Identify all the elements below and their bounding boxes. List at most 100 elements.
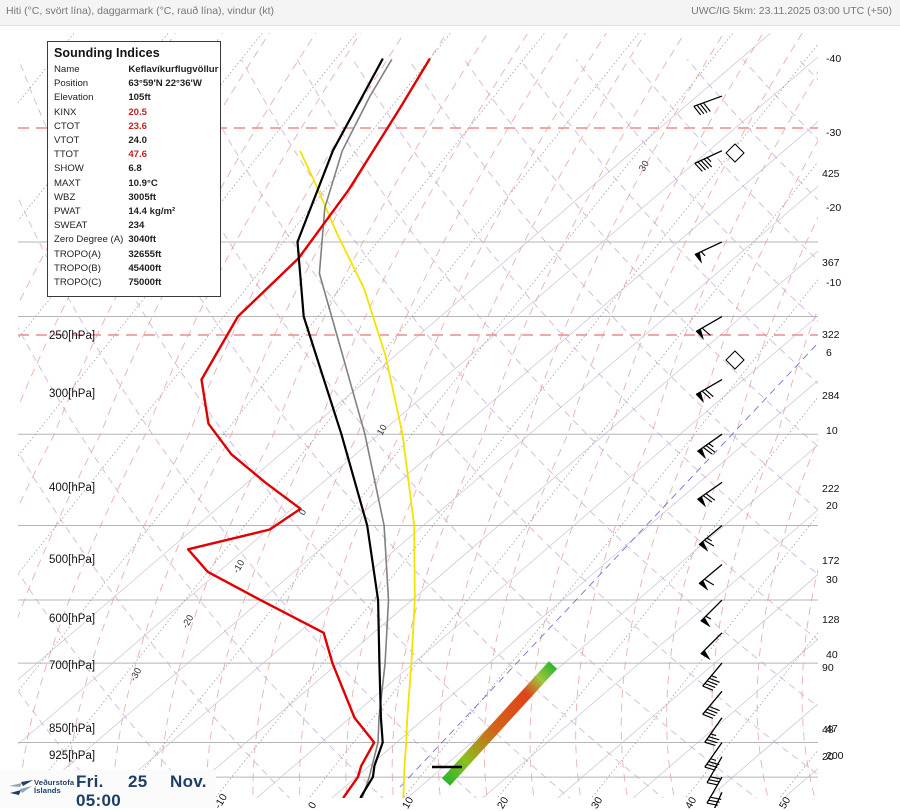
- indices-key: Zero Degree (A): [54, 233, 128, 247]
- indices-value: 3005ft: [128, 191, 218, 205]
- logo-arrows-icon: [8, 779, 34, 801]
- moist-adiabat-line: [757, 33, 900, 808]
- right-temperature-tick-label: 200: [826, 750, 844, 762]
- right-temperature-tick-label: 47: [826, 723, 838, 735]
- footer-banner: Veðurstofa Íslands Fri. 25 Nov. 05:00: [0, 770, 216, 808]
- indices-value: 75000ft: [128, 276, 218, 290]
- isotherm-line: [771, 33, 900, 808]
- isotherm-line: [865, 33, 900, 808]
- indices-value: 6.8: [128, 162, 218, 176]
- pressure-tick-label: 925[hPa]: [49, 750, 95, 762]
- wind-barb-full: [694, 105, 701, 116]
- dry-adiabat-line: [687, 59, 900, 469]
- dry-adiabat-line: [576, 59, 900, 577]
- pressure-tick-label: 600[hPa]: [49, 613, 95, 625]
- wind-barb: [701, 600, 730, 629]
- mixing-ratio-line: [545, 33, 900, 808]
- indices-key: SHOW: [54, 162, 128, 176]
- mixing-ratio-line: [771, 33, 900, 808]
- indices-value: 63°59'N 22°36'W: [128, 77, 218, 91]
- indices-key: Elevation: [54, 91, 128, 105]
- wind-barb: [695, 242, 727, 265]
- indices-value: Keflavíkurflugvöllur: [128, 63, 218, 77]
- indices-key: KINX: [54, 106, 128, 120]
- moist-adiabat-line: [346, 33, 646, 808]
- wind-barb-shaft: [694, 96, 722, 106]
- wind-barb: [695, 151, 727, 173]
- wind-barb-column: [694, 96, 744, 808]
- indices-key: TROPO(C): [54, 276, 128, 290]
- vedurstofa-logo: Veðurstofa Íslands: [8, 779, 72, 801]
- header-caption-right: UWC/IG 5km: 23.11.2025 03:00 UTC (+50): [691, 5, 892, 17]
- wind-barb: [703, 663, 730, 693]
- valid-time: 05:00: [76, 791, 121, 811]
- pressure-tick-label: 400[hPa]: [49, 482, 95, 494]
- pressure-tick-label: 500[hPa]: [49, 554, 95, 566]
- mixing-ratio-line: [620, 33, 900, 808]
- mixing-ratio-line: [846, 33, 900, 808]
- wind-barb: [694, 96, 726, 116]
- flight-level-tick-label: 172: [822, 555, 840, 567]
- indices-value: 45400ft: [128, 262, 218, 276]
- right-temperature-tick-label: -30: [826, 127, 841, 139]
- right-temperature-tick-label: 40: [826, 649, 838, 661]
- wetbulb-yellow-curve: [300, 151, 415, 808]
- wind-barb-full: [697, 104, 704, 115]
- wind-barb-half: [701, 251, 705, 257]
- valid-day: 25: [128, 772, 148, 792]
- isotherm-line: [300, 33, 900, 808]
- indices-value: 234: [128, 219, 218, 233]
- flight-level-tick-label: 367: [822, 257, 840, 269]
- indices-key: Name: [54, 63, 128, 77]
- indices-value: 105ft: [128, 91, 218, 105]
- indices-key: PWAT: [54, 205, 128, 219]
- header-caption-left: Hiti (°C, svört lína), daggarmark (°C, r…: [6, 5, 274, 17]
- wind-barb: [696, 380, 727, 405]
- indices-value: 3040ft: [128, 233, 218, 247]
- right-temperature-tick-label: -20: [826, 202, 841, 214]
- pressure-tick-label: 300[hPa]: [49, 388, 95, 400]
- flight-level-marker: [726, 351, 744, 369]
- isotherm-line: [583, 33, 900, 808]
- wind-barb: [697, 434, 728, 460]
- indices-key: Position: [54, 77, 128, 91]
- indices-key: MAXT: [54, 177, 128, 191]
- dry-adiabat-line: [799, 59, 900, 367]
- flight-level-tick-label: 322: [822, 329, 840, 341]
- flight-level-tick-label: 425: [822, 168, 840, 180]
- pressure-tick-label: 250[hPa]: [49, 330, 95, 342]
- indices-value: 20.5: [128, 106, 218, 120]
- indices-value: 23.6: [128, 120, 218, 134]
- indices-value: 47.6: [128, 148, 218, 162]
- wind-barb-shaft: [695, 151, 722, 164]
- indices-key: SWEAT: [54, 219, 128, 233]
- wind-barb: [699, 525, 729, 553]
- right-temperature-tick-label: -10: [826, 277, 841, 289]
- moist-adiabat-line: [847, 33, 900, 808]
- mixing-ratio-line: [319, 33, 900, 808]
- indices-value: 10.9°C: [128, 177, 218, 191]
- moist-adiabat-line: [300, 33, 607, 808]
- page-header: Hiti (°C, svört lína), daggarmark (°C, r…: [0, 0, 900, 26]
- dry-adiabat-line: [632, 59, 900, 522]
- valid-weekday: Fri.: [76, 772, 104, 791]
- blue-reference-line: [400, 325, 835, 787]
- wind-barb-half: [707, 157, 711, 163]
- moist-adiabat-line: [206, 33, 528, 808]
- indices-row: TROPO(B)45400ft: [54, 262, 218, 276]
- wind-barb: [701, 633, 730, 662]
- valid-month: Nov.: [170, 772, 207, 792]
